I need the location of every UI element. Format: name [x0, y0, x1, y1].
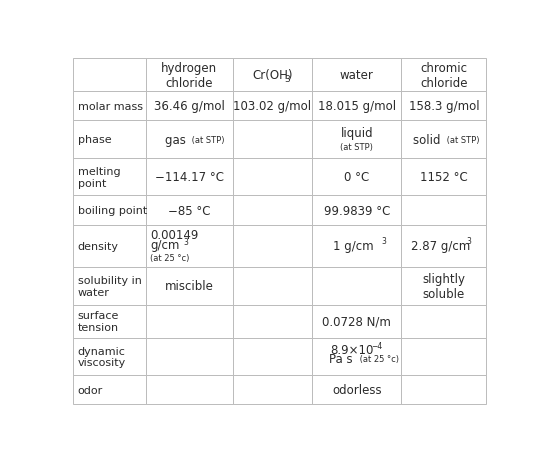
Bar — [73, 375, 146, 404]
Text: 3: 3 — [284, 74, 289, 84]
Text: (at 25 °c): (at 25 °c) — [150, 254, 189, 263]
Text: boiling point: boiling point — [78, 206, 147, 216]
Bar — [73, 92, 146, 121]
Text: dynamic
viscosity: dynamic viscosity — [78, 346, 126, 368]
Bar — [73, 196, 146, 225]
Text: phase: phase — [78, 135, 111, 145]
Text: Pa s: Pa s — [329, 352, 357, 365]
Bar — [233, 196, 312, 225]
Bar — [401, 268, 486, 305]
Bar — [233, 225, 312, 268]
Text: gas: gas — [165, 134, 189, 146]
Text: 158.3 g/mol: 158.3 g/mol — [408, 100, 479, 113]
Text: slightly
soluble: slightly soluble — [423, 272, 465, 300]
Text: 8.9×10: 8.9×10 — [330, 343, 374, 356]
Text: −114.17 °C: −114.17 °C — [155, 171, 224, 184]
Bar — [401, 121, 486, 159]
Text: density: density — [78, 241, 118, 252]
Bar — [233, 375, 312, 404]
Text: odor: odor — [78, 385, 103, 395]
Text: water: water — [340, 69, 373, 82]
Text: 3: 3 — [467, 237, 472, 246]
Bar — [73, 59, 146, 92]
Text: chromic
chloride: chromic chloride — [420, 62, 467, 90]
Text: solid: solid — [413, 134, 444, 146]
Bar — [401, 92, 486, 121]
Bar — [401, 338, 486, 375]
Text: miscible: miscible — [165, 280, 214, 293]
Text: molar mass: molar mass — [78, 101, 143, 112]
Bar — [146, 121, 233, 159]
Text: 99.9839 °C: 99.9839 °C — [323, 204, 390, 217]
Text: g/cm: g/cm — [150, 239, 180, 252]
Bar — [146, 338, 233, 375]
Bar — [401, 59, 486, 92]
Bar — [73, 338, 146, 375]
Bar — [73, 268, 146, 305]
Bar — [146, 268, 233, 305]
Text: Cr(OH): Cr(OH) — [252, 69, 293, 82]
Bar — [312, 268, 401, 305]
Text: −85 °C: −85 °C — [168, 204, 211, 217]
Text: (at 25 °c): (at 25 °c) — [357, 354, 399, 363]
Bar — [401, 196, 486, 225]
Bar — [233, 305, 312, 338]
Bar — [146, 59, 233, 92]
Text: 1152 °C: 1152 °C — [420, 171, 468, 184]
Bar — [312, 121, 401, 159]
Text: 1 g/cm: 1 g/cm — [333, 240, 373, 253]
Bar — [401, 375, 486, 404]
Bar — [401, 305, 486, 338]
Text: 3: 3 — [381, 237, 386, 246]
Bar — [73, 121, 146, 159]
Text: 0.00149: 0.00149 — [150, 228, 198, 241]
Bar — [312, 338, 401, 375]
Text: 2.87 g/cm: 2.87 g/cm — [411, 240, 470, 253]
Text: liquid: liquid — [340, 127, 373, 140]
Bar — [233, 59, 312, 92]
Text: solubility in
water: solubility in water — [78, 275, 141, 297]
Bar — [146, 305, 233, 338]
Bar — [312, 196, 401, 225]
Bar — [146, 375, 233, 404]
Bar — [312, 225, 401, 268]
Bar — [73, 225, 146, 268]
Bar — [312, 92, 401, 121]
Bar — [73, 305, 146, 338]
Text: (at STP): (at STP) — [189, 135, 225, 145]
Text: (at STP): (at STP) — [340, 142, 373, 151]
Text: (at STP): (at STP) — [444, 135, 479, 145]
Bar — [73, 159, 146, 196]
Bar — [233, 159, 312, 196]
Bar — [233, 338, 312, 375]
Bar — [146, 92, 233, 121]
Bar — [233, 268, 312, 305]
Bar — [146, 225, 233, 268]
Text: 36.46 g/mol: 36.46 g/mol — [154, 100, 225, 113]
Bar — [312, 59, 401, 92]
Text: melting
point: melting point — [78, 167, 120, 188]
Bar — [401, 225, 486, 268]
Bar — [233, 121, 312, 159]
Text: surface
tension: surface tension — [78, 311, 119, 332]
Bar — [312, 159, 401, 196]
Text: 18.015 g/mol: 18.015 g/mol — [318, 100, 396, 113]
Bar — [312, 375, 401, 404]
Bar — [401, 159, 486, 196]
Text: 0.0728 N/m: 0.0728 N/m — [322, 315, 391, 328]
Bar — [146, 159, 233, 196]
Text: hydrogen
chloride: hydrogen chloride — [162, 62, 217, 90]
Text: −4: −4 — [371, 341, 382, 350]
Text: 0 °C: 0 °C — [344, 171, 369, 184]
Text: 3: 3 — [183, 238, 188, 246]
Bar — [146, 196, 233, 225]
Bar — [312, 305, 401, 338]
Text: odorless: odorless — [332, 383, 382, 396]
Text: 103.02 g/mol: 103.02 g/mol — [234, 100, 312, 113]
Bar — [233, 92, 312, 121]
